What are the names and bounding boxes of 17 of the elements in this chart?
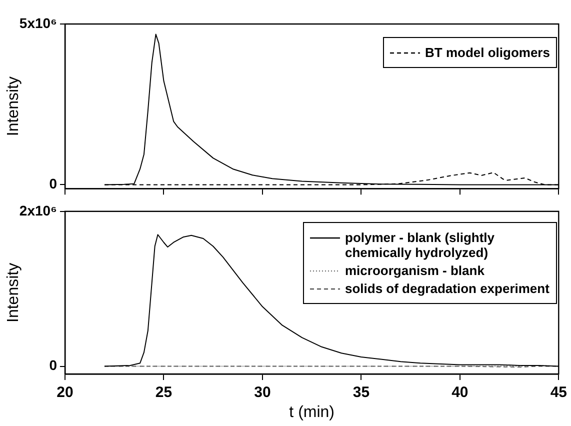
legend-label: polymer - blank (slightly chemically hydrolyzed) <box>345 230 496 260</box>
legend-label: solids of degradation experiment <box>345 281 550 296</box>
y-tick-label: 0 <box>49 176 58 192</box>
x-axis-title: t (min) <box>289 404 334 421</box>
y-tick-label: 5x10⁶ <box>19 14 57 31</box>
legend-label: microorganism - blank <box>345 263 484 278</box>
y-tick-label: 0 <box>49 357 58 374</box>
x-tick-label: 35 <box>352 384 370 402</box>
legend-label: BT model oligomers <box>425 45 550 60</box>
y-axis-title: Intensity <box>5 76 22 136</box>
y-axis-title: Intensity <box>5 262 22 322</box>
y-tick-label: 2x10⁶ <box>19 202 57 218</box>
x-tick-label: 30 <box>254 384 271 402</box>
x-tick-label: 45 <box>550 384 567 402</box>
x-tick-label: 20 <box>56 384 74 402</box>
x-tick-label: 40 <box>452 384 468 402</box>
x-tick-label: 25 <box>155 384 172 402</box>
